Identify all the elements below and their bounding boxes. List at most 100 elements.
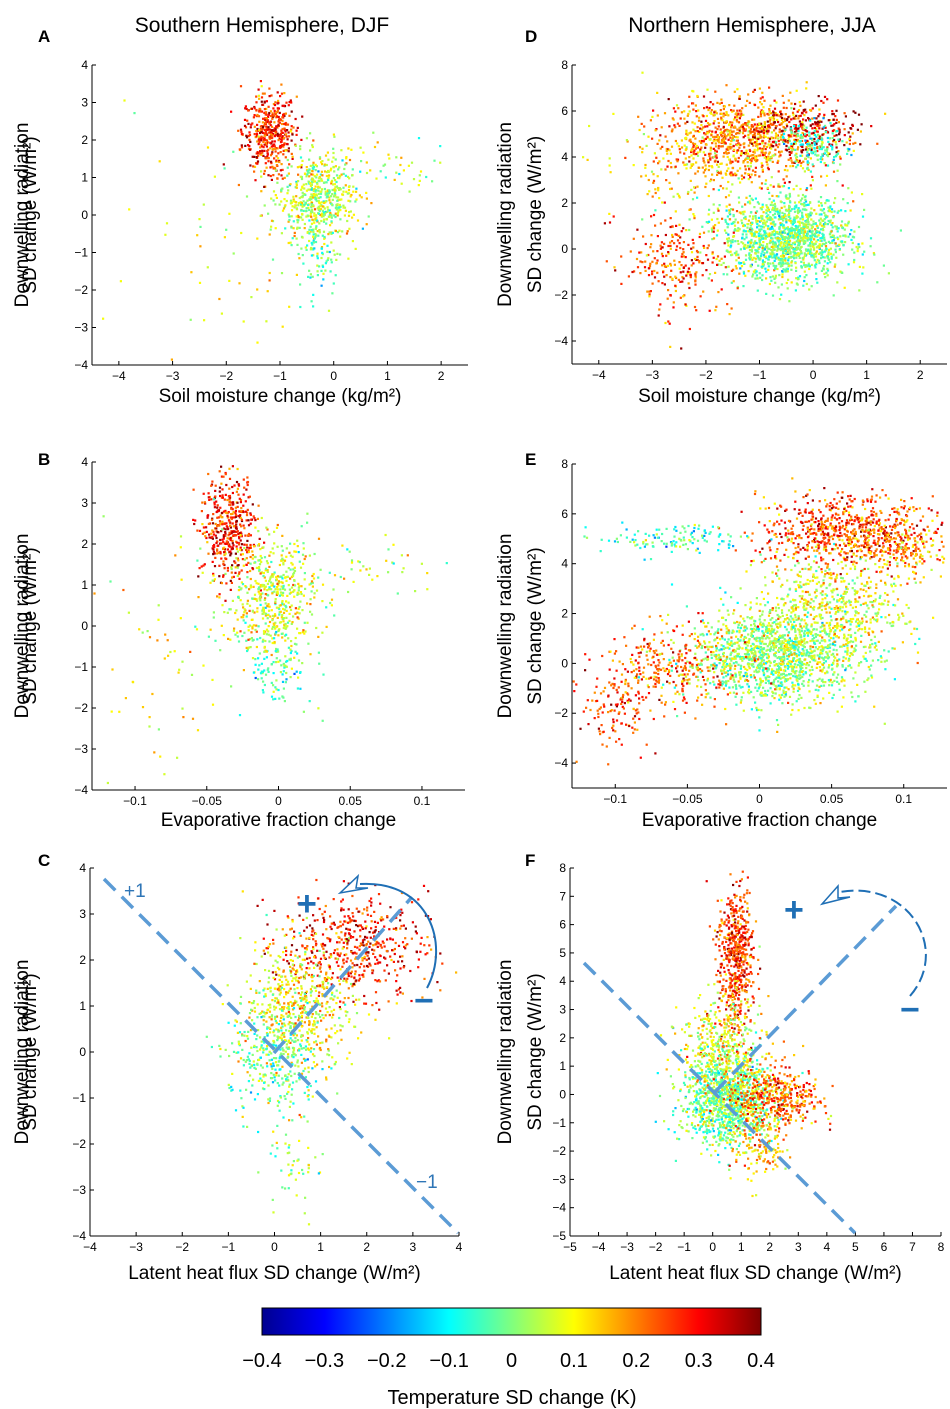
scatter-point [261, 672, 264, 675]
scatter-point [256, 162, 259, 165]
scatter-point [301, 631, 304, 634]
scatter-point [312, 962, 315, 965]
scatter-point [315, 589, 319, 592]
scatter-point [141, 706, 145, 709]
scatter-point [824, 241, 828, 244]
scatter-point [377, 893, 381, 896]
scatter-point [347, 928, 350, 931]
scatter-point [761, 205, 764, 209]
scatter-point [371, 972, 374, 975]
scatter-point [326, 976, 329, 979]
scatter-point [766, 215, 769, 218]
scatter-point [268, 565, 271, 568]
scatter-point [758, 258, 761, 261]
scatter-point [346, 175, 350, 178]
scatter-point [361, 227, 364, 230]
scatter-point [259, 572, 262, 575]
scatter-point [295, 670, 298, 673]
scatter-point [333, 949, 336, 952]
scatter-point [305, 183, 308, 186]
scatter-point [274, 147, 277, 151]
scatter-point [290, 226, 293, 229]
chart-panel-b: −0.1 −0.05 0 0.05 0.1−4−3−2−101234Evaporativ… [12, 455, 465, 831]
scatter-point [325, 1040, 328, 1043]
scatter-point [269, 576, 272, 579]
scatter-point [263, 657, 266, 660]
scatter-point [230, 110, 233, 113]
scatter-point [298, 226, 301, 229]
scatter-point [290, 586, 294, 589]
scatter-point [270, 1018, 273, 1021]
scatter-point [243, 1034, 246, 1037]
scatter-point [251, 557, 254, 560]
scatter-point [271, 619, 274, 622]
scatter-point [338, 177, 341, 180]
scatter-point [352, 580, 355, 583]
scatter-point [308, 175, 311, 178]
scatter-point [243, 486, 246, 489]
scatter-point [326, 210, 329, 213]
scatter-point [364, 952, 367, 955]
x-tick-label: −0.1 [123, 794, 147, 808]
scatter-point [755, 270, 758, 273]
scatter-point [238, 1044, 241, 1047]
scatter-point [212, 574, 215, 577]
scatter-point [284, 156, 287, 159]
scatter-point [287, 962, 290, 965]
scatter-point [304, 950, 307, 954]
scatter-point [254, 941, 257, 944]
scatter-point [731, 240, 734, 244]
scatter-point [308, 219, 311, 222]
scatter-point [223, 553, 226, 557]
scatter-point [291, 574, 295, 578]
scatter-point [374, 991, 378, 994]
scatter-point [305, 967, 308, 970]
scatter-point [251, 610, 254, 613]
scatter-point [286, 915, 289, 918]
scatter-point [265, 656, 268, 659]
scatter-point [333, 183, 336, 186]
scatter-point [277, 139, 280, 142]
scatter-point [426, 572, 429, 575]
scatter-point [269, 166, 272, 169]
scatter-point [233, 516, 236, 519]
scatter-point [786, 287, 789, 290]
scatter-point [292, 1013, 295, 1016]
scatter-point [277, 660, 280, 663]
scatter-point [264, 569, 267, 572]
scatter-point [329, 211, 332, 215]
scatter-point [226, 984, 229, 987]
scatter-point [313, 188, 316, 191]
scatter-point [232, 525, 235, 528]
scatter-point [328, 196, 331, 199]
scatter-point [751, 246, 754, 249]
scatter-point [316, 949, 319, 952]
scatter-point [366, 909, 369, 912]
scatter-point [270, 681, 273, 684]
scatter-point [228, 477, 232, 480]
scatter-point [339, 205, 342, 208]
scatter-point [370, 901, 373, 904]
scatter-point [167, 654, 170, 657]
scatter-point [327, 937, 330, 940]
scatter-point [853, 230, 856, 233]
scatter-point [250, 1008, 253, 1011]
scatter-point [293, 589, 296, 592]
scatter-point [749, 224, 752, 227]
scatter-point [358, 194, 361, 197]
y-tick-label: 4 [81, 58, 88, 72]
scatter-point [825, 248, 828, 251]
scatter-point [383, 925, 386, 928]
scatter-point [283, 664, 286, 667]
scatter-point [832, 216, 835, 219]
scatter-point [747, 230, 750, 233]
scatter-point [806, 219, 809, 222]
scatter-point [288, 215, 291, 218]
scatter-point [311, 243, 314, 246]
scatter-point [358, 966, 361, 969]
scatter-point [270, 130, 273, 134]
scatter-point [776, 245, 779, 248]
scatter-point [276, 1124, 279, 1127]
scatter-point [269, 154, 273, 157]
